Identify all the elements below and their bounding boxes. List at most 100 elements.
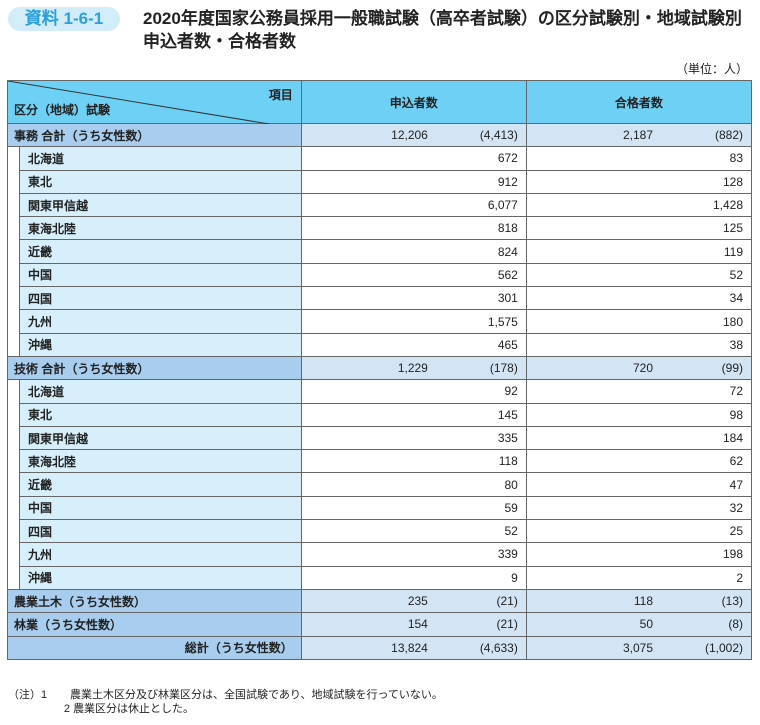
applicants-value: 154 [407, 617, 428, 632]
region-label: 沖縄 [19, 565, 302, 590]
applicants-female: (21) [496, 594, 518, 609]
indent [7, 426, 20, 450]
indent [7, 519, 20, 543]
passed-value: 119 [525, 239, 753, 264]
table-row: 中国 562 52 [7, 262, 753, 288]
indent [7, 239, 20, 264]
applicants-value: 118 [300, 449, 527, 474]
passed-value: 83 [525, 146, 753, 171]
row-label: 技術 合計（うち女性数） [7, 355, 302, 381]
table-row: 関東甲信越 335 184 [7, 425, 753, 451]
passed-value: 98 [525, 402, 753, 427]
applicants-value: 339 [300, 542, 527, 567]
applicants-value: 335 [300, 425, 527, 451]
passed-female: (1,002) [704, 640, 743, 655]
table-row: 近畿 824 119 [7, 239, 753, 264]
indent [7, 379, 20, 404]
region-label: 東海北陸 [19, 216, 302, 241]
applicants-value: 824 [300, 239, 527, 264]
applicants-value: 465 [300, 332, 527, 357]
page-title: 2020年度国家公務員採用一般職試験（高卒者試験）の区分試験別・地域試験別 申込… [143, 7, 742, 53]
applicants-value: 6,077 [300, 192, 527, 218]
header-row: 項目 区分（地域）試験 申込者数 合格者数 [7, 80, 753, 124]
indent [7, 216, 20, 240]
applicants-cell: 1,229 (178) [300, 355, 527, 381]
group-total-row: 事務 合計（うち女性数） 12,206 (4,413) 2,187 (882) [7, 122, 753, 148]
table-row: 東海北陸 818 125 [7, 216, 753, 241]
passed-cell: 2,187 (882) [525, 122, 753, 148]
row-label: 事務 合計（うち女性数） [7, 122, 302, 148]
applicants-value: 1,229 [397, 361, 428, 376]
passed-value: 2 [525, 565, 753, 590]
passed-value: 184 [525, 425, 753, 451]
region-label: 北海道 [19, 379, 302, 404]
col-applicants: 申込者数 [300, 80, 527, 124]
applicants-value: 13,824 [391, 640, 428, 655]
passed-value: 62 [525, 449, 753, 474]
applicants-cell: 154 (21) [300, 612, 527, 637]
applicants-value: 145 [300, 402, 527, 427]
passed-value: 2,187 [622, 128, 653, 143]
region-label: 北海道 [19, 146, 302, 171]
diagonal-line [8, 81, 269, 124]
table-row: 四国 52 25 [7, 519, 753, 544]
indent [7, 472, 20, 497]
unit-label: （単位：人） [675, 62, 748, 76]
passed-value: 72 [525, 379, 753, 404]
applicants-value: 912 [300, 169, 527, 194]
region-label: 近畿 [19, 239, 302, 264]
note-text: 農業土木区分及び林業区分は、全国試験であり、地域試験を行っていない。 [70, 689, 443, 701]
applicants-value: 80 [300, 472, 527, 497]
table-row: 沖縄 465 38 [7, 332, 753, 357]
passed-value: 180 [525, 309, 753, 334]
indent [7, 263, 20, 287]
table-row: 四国 301 34 [7, 286, 753, 311]
passed-female: (13) [721, 594, 743, 609]
note-2: 2 農業区分は休止とした。 [8, 702, 443, 716]
region-label: 四国 [19, 519, 302, 544]
passed-cell: 50 (8) [525, 612, 753, 637]
passed-cell: 118 (13) [525, 588, 753, 614]
passed-value: 52 [525, 262, 753, 288]
col-passed: 合格者数 [525, 80, 753, 124]
passed-value: 1,428 [525, 192, 753, 218]
region-label: 中国 [19, 495, 302, 521]
applicants-female: (4,633) [479, 640, 518, 655]
passed-value: 50 [639, 617, 653, 632]
data-table: 項目 区分（地域）試験 申込者数 合格者数 事務 合計（うち女性数） 12,20… [7, 80, 753, 660]
region-label: 東北 [19, 402, 302, 427]
table-row: 東北 912 128 [7, 169, 753, 194]
passed-value: 47 [525, 472, 753, 497]
table-row: 中国 59 32 [7, 495, 753, 521]
corner-bottom-label: 区分（地域）試験 [14, 103, 111, 117]
applicants-value: 9 [300, 565, 527, 590]
applicants-cell: 13,824 (4,633) [300, 635, 527, 660]
applicants-value: 12,206 [391, 128, 428, 143]
table-row: 北海道 92 72 [7, 379, 753, 404]
group-total-row: 農業土木（うち女性数） 235 (21) 118 (13) [7, 588, 753, 614]
indent [7, 496, 20, 520]
indent [7, 170, 20, 194]
note-prefix: （注）1 [8, 689, 48, 701]
indent [7, 403, 20, 427]
indent [7, 449, 20, 473]
indent [7, 309, 20, 334]
region-label: 九州 [19, 309, 302, 334]
region-label: 東海北陸 [19, 449, 302, 474]
applicants-value: 52 [300, 519, 527, 544]
applicants-value: 672 [300, 146, 527, 171]
applicants-value: 301 [300, 286, 527, 311]
region-label: 東北 [19, 169, 302, 194]
table-row: 九州 1,575 180 [7, 309, 753, 334]
applicants-female: (178) [489, 361, 518, 376]
note-1: （注）1 農業土木区分及び林業区分は、全国試験であり、地域試験を行っていない。 [8, 688, 443, 702]
row-label: 林業（うち女性数） [7, 612, 302, 637]
applicants-value: 235 [407, 594, 428, 609]
applicants-value: 92 [300, 379, 527, 404]
passed-value: 720 [632, 361, 653, 376]
passed-value: 125 [525, 216, 753, 241]
region-label: 九州 [19, 542, 302, 567]
passed-value: 118 [633, 594, 653, 609]
region-label: 近畿 [19, 472, 302, 497]
indent [7, 146, 20, 171]
